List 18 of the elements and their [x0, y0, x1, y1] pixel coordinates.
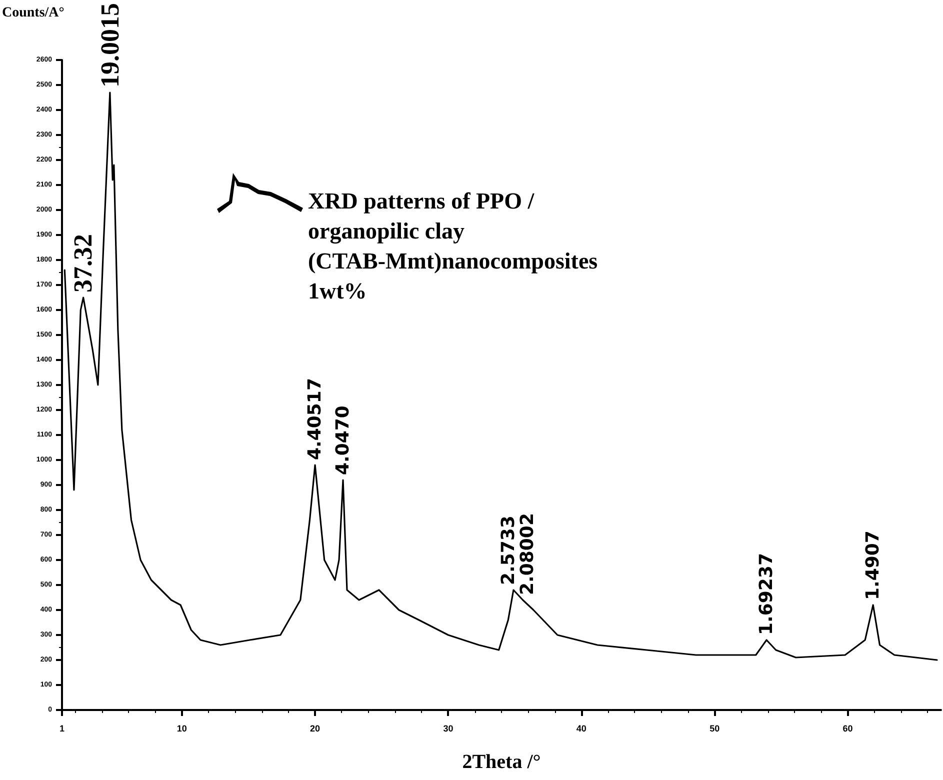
x-tick-label: 30	[443, 724, 454, 734]
y-axis-title: Counts/A°	[2, 6, 64, 20]
annotation: 37.32	[68, 234, 98, 292]
annotation: 2.5733	[498, 516, 520, 585]
annotation: 1.4907	[862, 530, 884, 600]
annotation: XRD patterns of PPO /organopilic clay (CTAB-Mmt)nanocomposites 1wt%	[308, 188, 604, 304]
x-tick-label: 10	[176, 724, 187, 734]
x-tick-label: 20	[310, 724, 320, 734]
x-tick-label: 1	[59, 724, 65, 734]
annotation: 2.08002	[517, 513, 538, 595]
annotation: 4.40517	[304, 378, 326, 460]
x-axis-title: 2Theta /°	[462, 751, 541, 773]
annotation: 1.69237	[756, 553, 778, 635]
annotation: 4.0470	[332, 406, 354, 475]
x-tick-label: 60	[842, 724, 853, 734]
annotation: 19.0015	[96, 3, 125, 88]
x-tick-label: 50	[710, 724, 720, 734]
x-tick-label: 40	[576, 724, 586, 734]
